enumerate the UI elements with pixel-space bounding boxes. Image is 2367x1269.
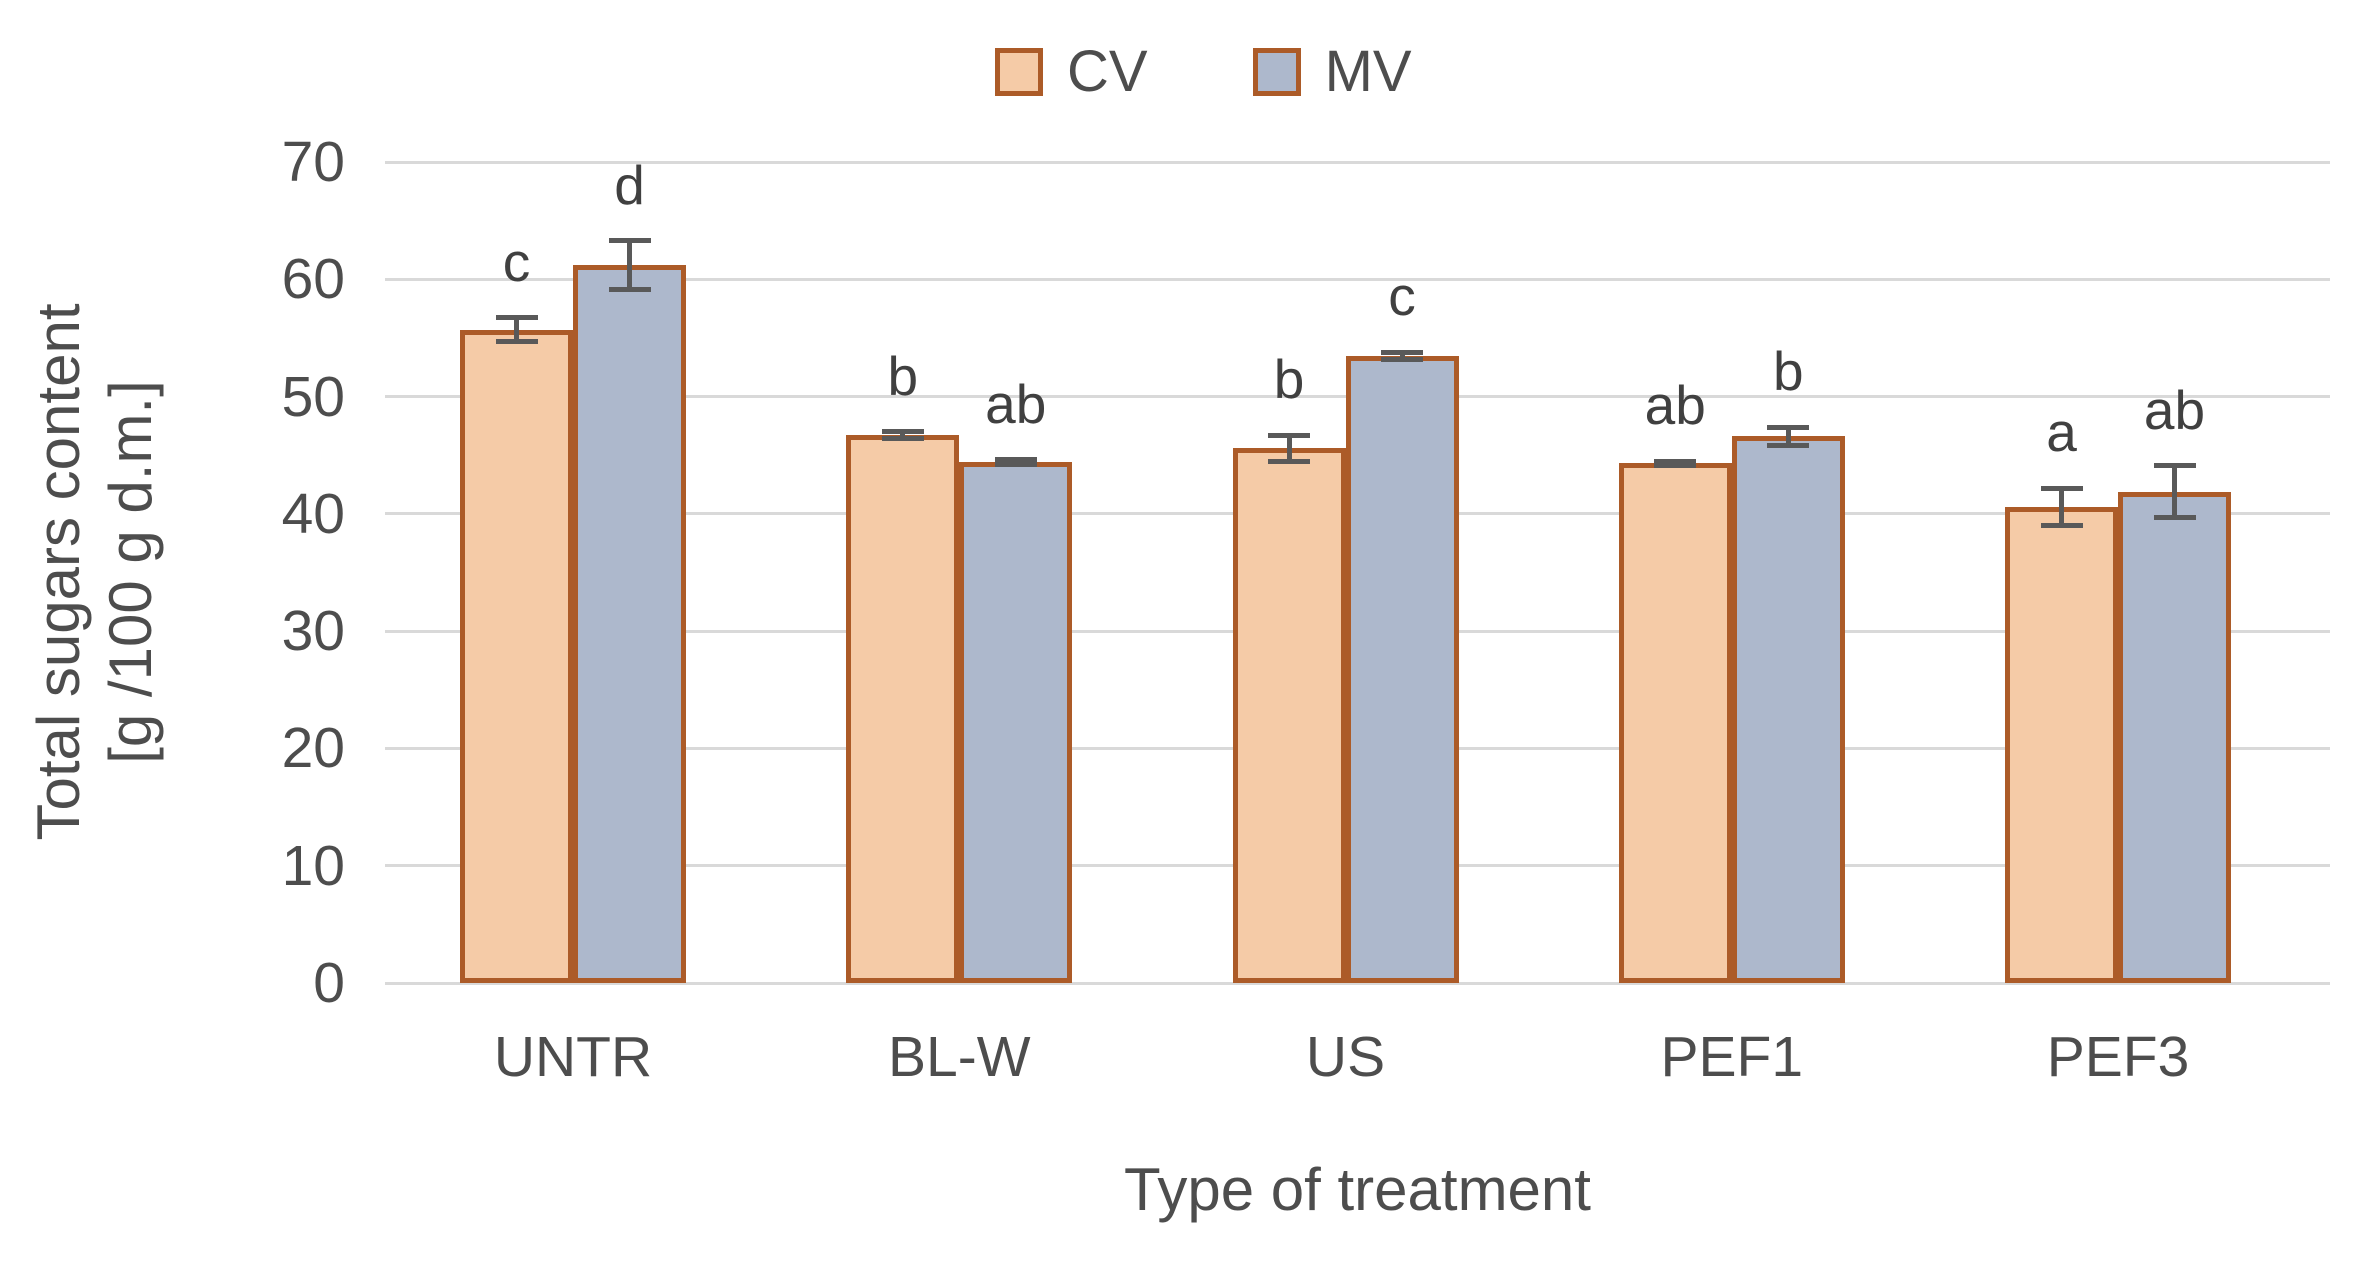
significance-letter-MV-US: c [1388,265,1416,327]
bar-MV-PEF3 [2118,491,2231,983]
gridline-70 [385,160,2330,164]
bar-MV-BL-W [959,462,1073,983]
error-cap-top-CV-PEF1 [1654,458,1697,464]
error-cap-top-MV-PEF3 [2153,463,2196,469]
bar-CV-UNTR [460,329,573,983]
significance-letter-MV-PEF3: ab [2143,378,2206,441]
significance-letter-CV-UNTR: c [502,230,531,293]
x-tick-label-BL-W: BL-W [888,1025,1031,1089]
y-tick-label-60: 60 [281,247,345,312]
error-bar-MV-US [1399,352,1405,360]
legend-swatch-icon-MV [1252,47,1301,96]
error-cap-bottom-CV-PEF3 [2040,523,2083,529]
error-cap-top-CV-US [1268,432,1310,438]
error-cap-bottom-MV-US [1381,356,1423,362]
error-cap-bottom-CV-BL-W [881,436,924,442]
bar-MV-US [1345,355,1459,983]
x-tick-label-PEF1: PEF1 [1660,1025,1804,1089]
error-cap-top-MV-BL-W [994,457,1037,463]
error-cap-top-MV-UNTR [608,238,651,244]
significance-letter-CV-PEF1: ab [1644,374,1706,437]
error-cap-top-CV-UNTR [495,315,538,321]
y-tick-label-70: 70 [281,130,345,194]
legend-item-MV: MV [1252,38,1412,105]
error-bar-CV-UNTR [514,317,519,342]
significance-letter-MV-BL-W: ab [985,372,1047,435]
y-tick-label-10: 10 [281,833,345,898]
error-cap-bottom-MV-PEF3 [2153,514,2196,520]
legend: CV MV [995,38,1412,105]
error-cap-bottom-MV-PEF1 [1767,443,1810,449]
bar-CV-US [1232,448,1346,983]
error-bar-MV-PEF1 [1785,427,1791,446]
error-cap-top-MV-US [1381,349,1423,355]
error-cap-top-MV-PEF1 [1767,424,1810,430]
error-cap-top-CV-BL-W [881,429,924,435]
y-tick-label-40: 40 [281,481,345,546]
error-cap-bottom-CV-UNTR [495,338,538,344]
error-cap-bottom-CV-PEF1 [1654,463,1697,469]
x-tick-label-UNTR: UNTR [493,1025,653,1089]
error-cap-bottom-CV-US [1268,458,1310,464]
error-bar-MV-PEF3 [2172,465,2177,518]
legend-label-CV: CV [1067,39,1148,104]
bar-CV-PEF3 [2005,506,2118,983]
legend-swatch-icon-CV [995,47,1043,96]
x-axis-title: Type of treatment [1124,1156,1591,1223]
error-bar-CV-US [1286,435,1292,462]
significance-letter-CV-PEF3: a [2046,401,2077,464]
y-tick-label-0: 0 [313,951,345,1015]
legend-label-MV: MV [1324,39,1412,104]
y-tick-label-30: 30 [281,599,345,664]
bar-CV-PEF1 [1618,463,1732,983]
bar-CV-BL-W [846,435,960,983]
error-bar-CV-PEF3 [2059,488,2064,526]
gridline-0 [385,981,2330,985]
x-tick-label-PEF3: PEF3 [2046,1025,2190,1089]
error-cap-bottom-MV-BL-W [994,462,1037,468]
error-cap-top-CV-PEF3 [2040,485,2083,491]
bar-MV-PEF1 [1731,436,1845,983]
significance-letter-MV-UNTR: d [614,153,645,216]
error-bar-CV-BL-W [900,431,906,439]
significance-letter-CV-US: b [1273,348,1305,411]
y-axis-title-line1: Total sugars content [25,303,92,841]
x-tick-label-US: US [1305,1025,1386,1089]
error-bar-MV-UNTR [627,240,632,290]
y-tick-label-20: 20 [281,716,345,781]
significance-letter-CV-BL-W: b [887,344,919,407]
significance-letter-MV-PEF1: b [1772,340,1804,403]
gridline-60 [385,277,2330,281]
y-tick-label-50: 50 [281,364,345,429]
legend-item-CV: CV [995,38,1148,105]
error-cap-bottom-MV-UNTR [608,287,651,293]
bar-MV-UNTR [573,265,686,983]
